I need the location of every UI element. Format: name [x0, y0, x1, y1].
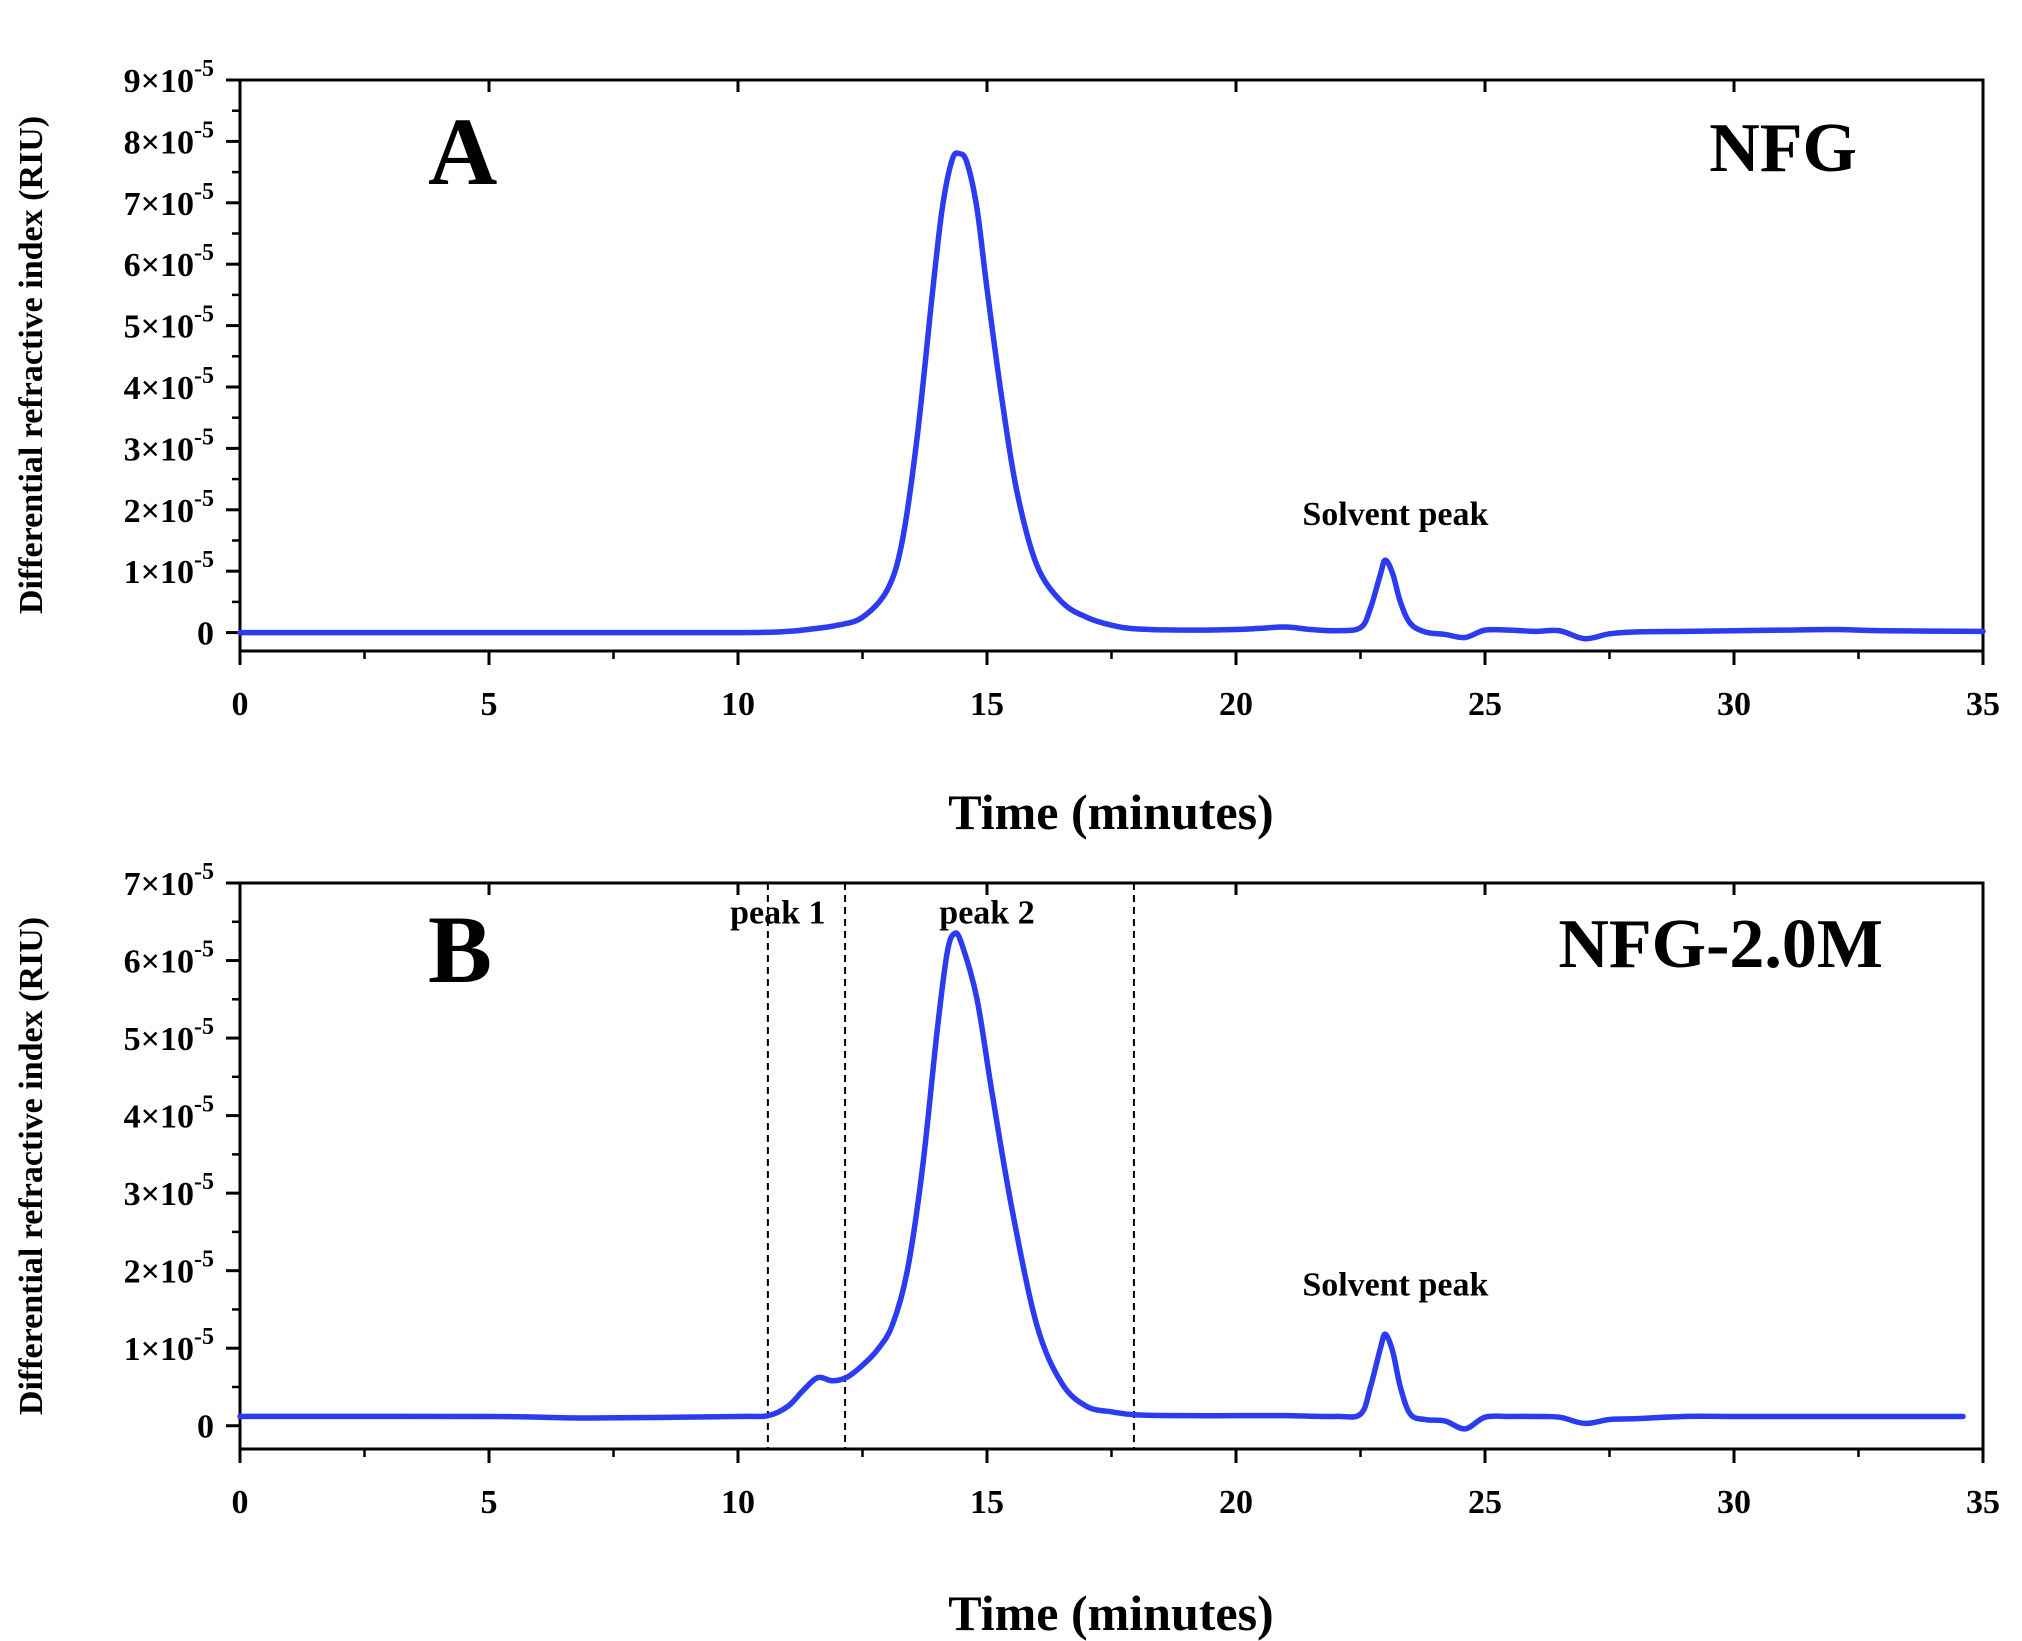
- panel-b-sample-label: NFG-2.0M: [1558, 906, 1883, 983]
- panel-a-letter: A: [428, 98, 497, 205]
- annotation-label: peak 1: [730, 894, 825, 931]
- y-tick-label: 0: [197, 1409, 214, 1446]
- x-tick-label: 10: [721, 686, 755, 723]
- y-tick-label: 6×10-5: [124, 937, 214, 981]
- panel-b-annotations: peak 1 peak 2 Solvent peak: [730, 894, 1488, 1303]
- y-tick-label: 5×10-5: [124, 1014, 214, 1058]
- panel-a: 0 5 10 15 20 25 30 35 0 1×10-5 2×10-5 3×10-5 4×10-5…: [13, 56, 2000, 840]
- x-tick-label: 20: [1219, 1484, 1253, 1521]
- x-tick-label: 0: [232, 1484, 249, 1521]
- panel-a-x-axis-title: Time (minutes): [948, 784, 1273, 840]
- panel-b-y-axis-title: Differential refractive index (RIU): [13, 917, 50, 1415]
- x-tick-label: 35: [1966, 1484, 2000, 1521]
- annotation-label: Solvent peak: [1302, 496, 1488, 533]
- x-tick-label: 15: [970, 1484, 1004, 1521]
- series-line: [237, 150, 1986, 642]
- annotation-label: peak 2: [939, 894, 1034, 931]
- y-tick-label: 1×10-5: [124, 1324, 214, 1368]
- panel-b-gridlines: [226, 881, 1985, 1463]
- panel-b-x-axis-title: Time (minutes): [948, 1585, 1273, 1641]
- y-tick-label: 2×10-5: [124, 486, 214, 530]
- panel-b: 0 5 10 15 20 25 30 35 0 1×10-5 2×10-5 3×10-5 4×10-5…: [13, 859, 2000, 1641]
- panel-b-letter: B: [428, 896, 492, 1003]
- panel-a-series: [237, 150, 1986, 642]
- x-tick-label: 5: [481, 686, 498, 723]
- y-tick-label: 2×10-5: [124, 1247, 214, 1291]
- y-tick-label: 4×10-5: [124, 363, 214, 407]
- y-tick-label: 8×10-5: [124, 117, 214, 161]
- panel-a-gridlines: [226, 78, 1985, 665]
- y-tick-label: 4×10-5: [124, 1092, 214, 1136]
- y-tick-label: 6×10-5: [124, 240, 214, 284]
- y-tick-label: 7×10-5: [124, 859, 214, 903]
- y-tick-label: 3×10-5: [124, 1169, 214, 1213]
- x-tick-label: 35: [1966, 686, 2000, 723]
- x-tick-label: 15: [970, 686, 1004, 723]
- x-tick-label: 5: [481, 1484, 498, 1521]
- x-tick-label: 30: [1717, 686, 1751, 723]
- panel-a-x-tick-labels: 0 5 10 15 20 25 30 35: [232, 686, 2001, 723]
- y-tick-label: 7×10-5: [124, 179, 214, 223]
- panel-a-annotations: Solvent peak: [1302, 496, 1488, 533]
- y-tick-label: 1×10-5: [124, 547, 214, 591]
- panel-b-series: [237, 930, 1966, 1432]
- panel-a-y-tick-labels: 0 1×10-5 2×10-5 3×10-5 4×10-5 5×10-5 6×10-5 7×1…: [124, 56, 214, 653]
- x-tick-label: 20: [1219, 686, 1253, 723]
- x-tick-label: 25: [1468, 686, 1502, 723]
- x-tick-label: 0: [232, 686, 249, 723]
- x-tick-label: 25: [1468, 1484, 1502, 1521]
- annotation-label: Solvent peak: [1302, 1266, 1488, 1303]
- series-line: [237, 930, 1966, 1432]
- panel-b-vlines: [766, 883, 1135, 1449]
- y-tick-label: 5×10-5: [124, 302, 214, 346]
- panel-a-sample-label: NFG: [1709, 110, 1857, 187]
- x-tick-label: 30: [1717, 1484, 1751, 1521]
- y-tick-label: 0: [197, 616, 214, 653]
- y-tick-label: 3×10-5: [124, 424, 214, 468]
- panel-b-y-tick-labels: 0 1×10-5 2×10-5 3×10-5 4×10-5 5×10-5 6×10-5 7×1…: [124, 859, 214, 1446]
- panel-a-y-axis-title: Differential refractive index (RIU): [13, 116, 50, 614]
- x-tick-label: 10: [721, 1484, 755, 1521]
- y-tick-label: 9×10-5: [124, 56, 214, 100]
- panel-b-x-tick-labels: 0 5 10 15 20 25 30 35: [232, 1484, 2001, 1521]
